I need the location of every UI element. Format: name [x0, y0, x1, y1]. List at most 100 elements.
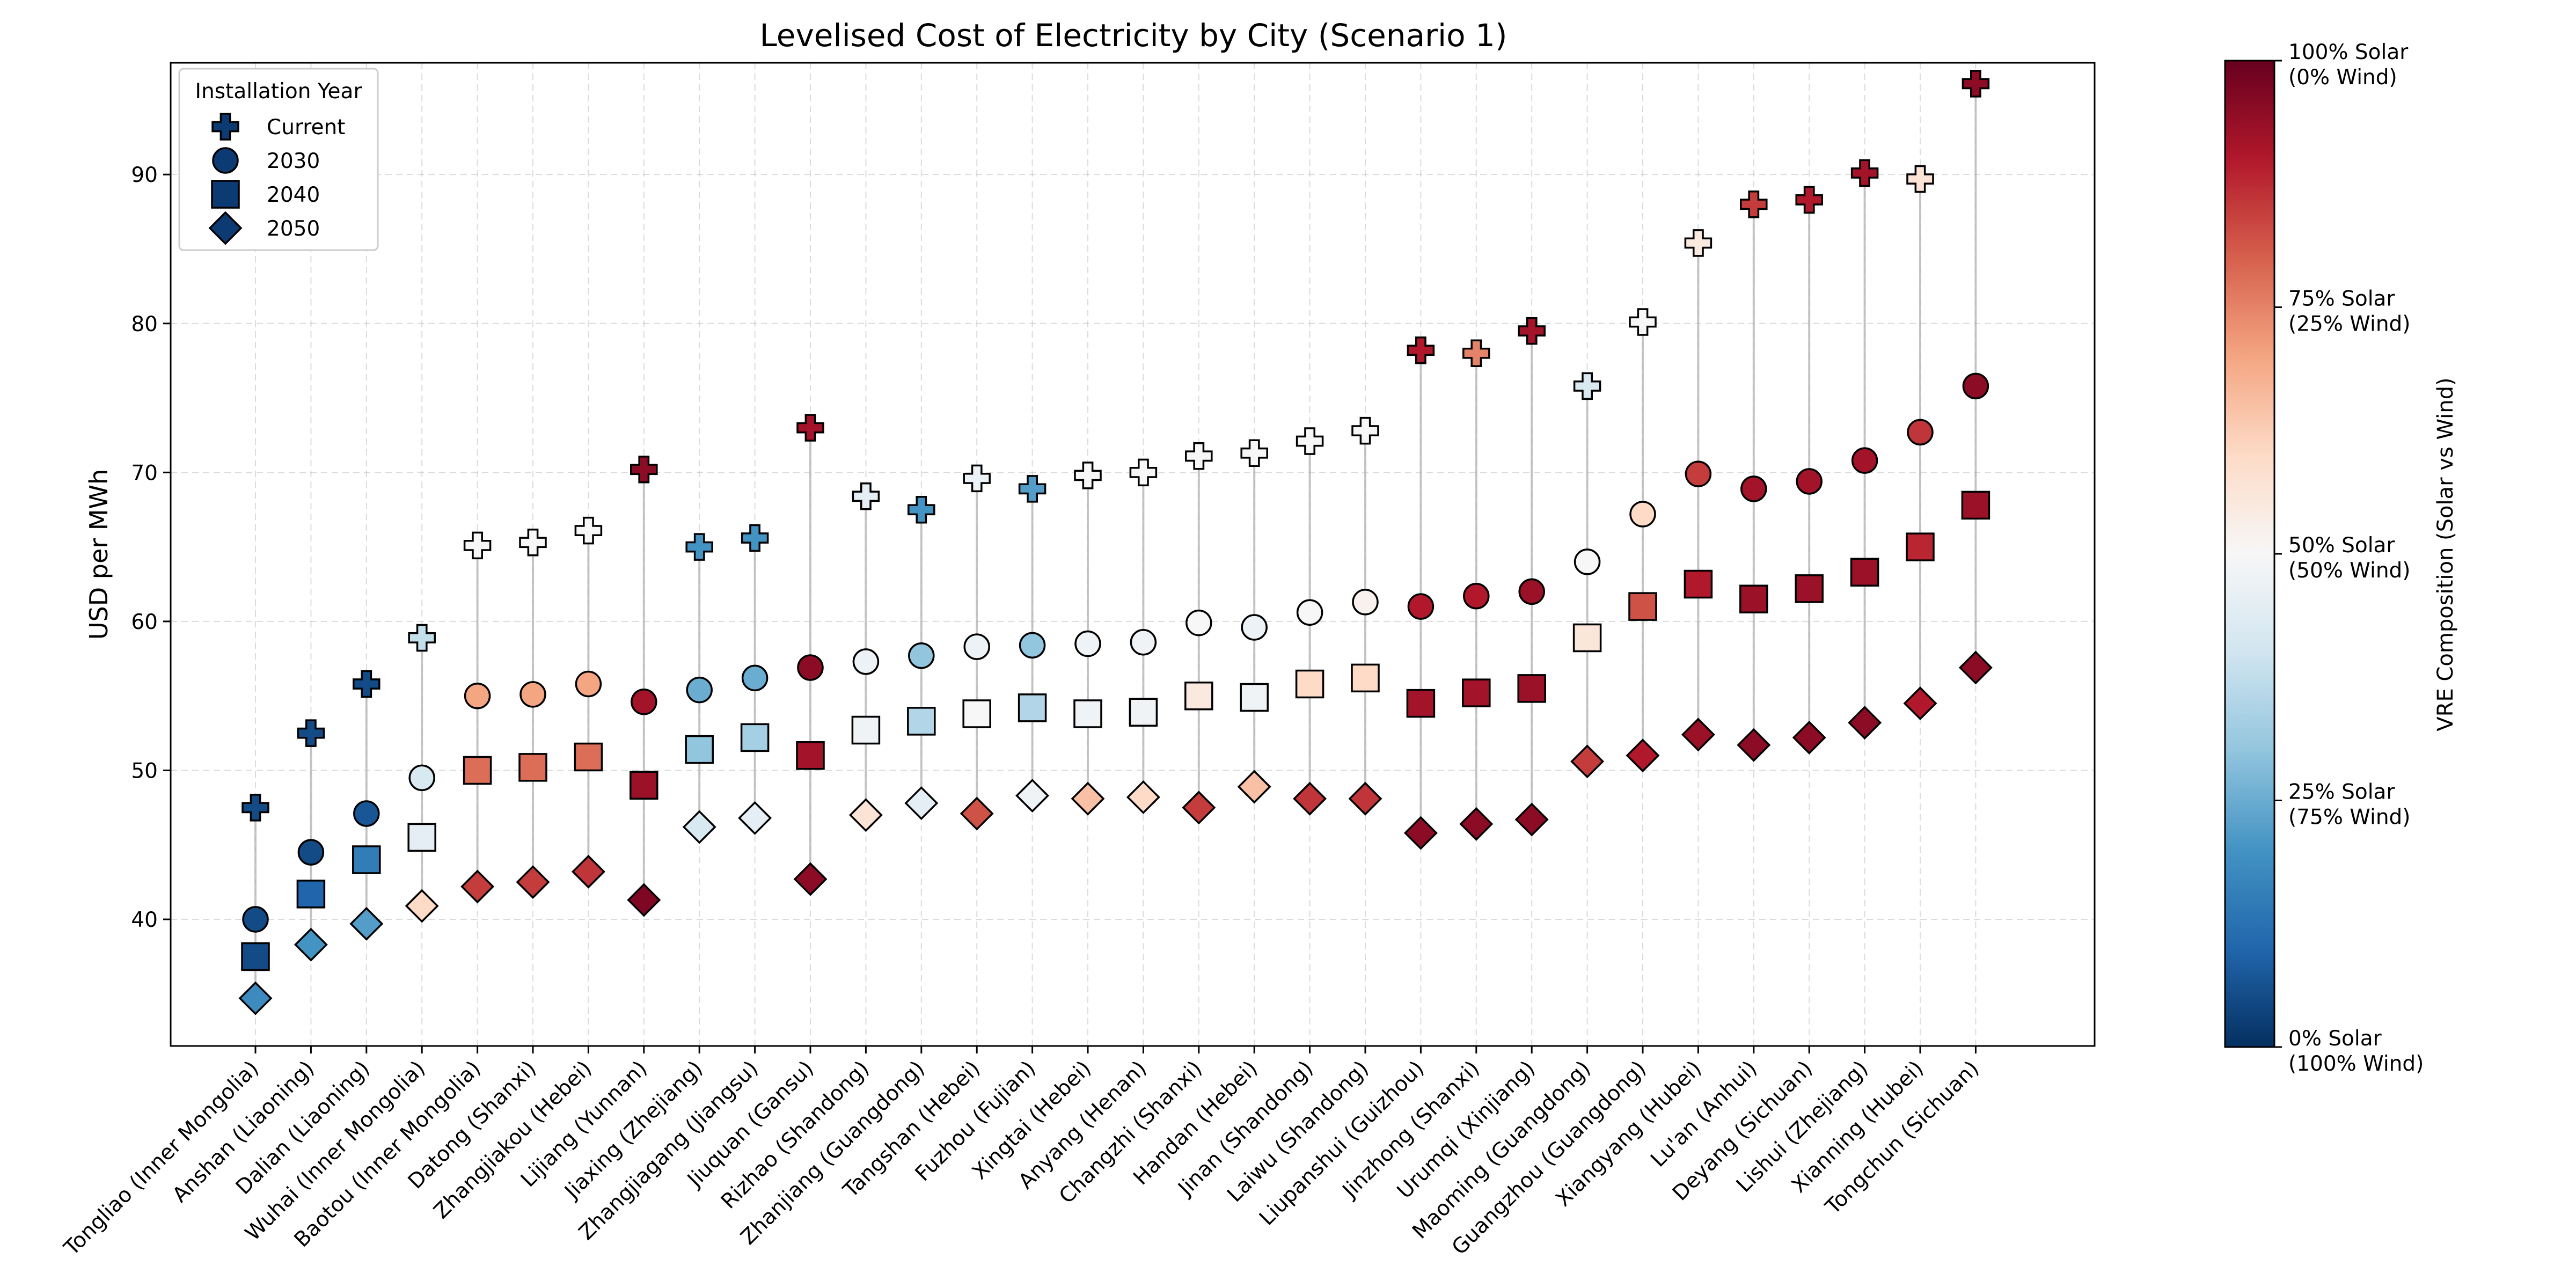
point-2040	[851, 715, 881, 745]
point-2040	[1351, 663, 1380, 693]
point-2030	[631, 689, 657, 715]
legend-2030-marker	[212, 147, 239, 174]
colorbar-tick-sublabel: (0% Wind)	[2288, 65, 2397, 90]
point-2030	[1740, 475, 1767, 502]
point-2050	[1182, 791, 1216, 825]
point-current	[908, 495, 935, 524]
legend-entry-label: Current	[267, 115, 345, 140]
point-2050	[571, 854, 605, 889]
point-2040	[1073, 699, 1102, 728]
colorbar-tick-sublabel: (25% Wind)	[2288, 312, 2411, 336]
point-2030	[1518, 578, 1545, 605]
point-2030	[242, 906, 269, 933]
point-current	[1684, 229, 1713, 257]
point-current	[1629, 308, 1657, 336]
point-2040	[1129, 698, 1158, 727]
point-2040	[1739, 584, 1768, 614]
point-2030	[1962, 372, 1989, 400]
point-2030	[1019, 632, 1046, 659]
point-2050	[1403, 816, 1438, 850]
point-2040	[241, 942, 270, 971]
point-2040	[1406, 689, 1436, 718]
legend-entry-label: 2040	[267, 183, 320, 207]
plot-frame	[170, 62, 2096, 1047]
point-2040	[352, 845, 381, 874]
point-2050	[1348, 781, 1382, 816]
point-2030	[1241, 614, 1268, 641]
point-2030	[408, 764, 435, 792]
point-2050	[848, 798, 883, 832]
colorbar-tick-label: 50% Solar	[2288, 533, 2395, 558]
point-2050	[1237, 770, 1271, 804]
point-2030	[1352, 589, 1379, 616]
legend-2040-marker	[211, 180, 240, 209]
point-current	[1351, 416, 1379, 445]
point-2050	[1958, 650, 1993, 685]
y-tick-label: 60	[131, 610, 158, 634]
point-2030	[1685, 460, 1712, 487]
stem-layer	[254, 83, 1977, 999]
legend-title: Installation Year	[195, 79, 363, 104]
point-2040	[1906, 532, 1935, 561]
point-2050	[1848, 706, 1882, 740]
point-2050	[516, 865, 550, 899]
point-current	[1018, 475, 1046, 503]
colorbar-tick-label: 75% Solar	[2288, 287, 2395, 311]
point-2050	[1126, 780, 1160, 814]
point-current	[1962, 70, 1990, 98]
point-current	[1129, 458, 1158, 487]
point-2040	[1018, 693, 1047, 722]
point-2030	[852, 648, 880, 675]
point-2030	[1074, 630, 1101, 657]
point-2040	[407, 823, 436, 852]
point-2030	[1574, 548, 1601, 575]
y-axis: 40 50 60 70 80 90	[131, 163, 171, 932]
y-tick-label: 90	[131, 163, 158, 187]
point-2050	[349, 906, 384, 941]
point-2040	[1961, 491, 1990, 520]
point-2030	[1296, 599, 1323, 626]
legend-current-marker	[211, 113, 239, 141]
point-2030	[741, 664, 769, 692]
point-2040	[1628, 592, 1657, 621]
point-2050	[682, 810, 716, 844]
point-2050	[738, 801, 772, 835]
point-2030	[1185, 609, 1212, 636]
point-2030	[1629, 501, 1656, 528]
point-current	[1518, 317, 1546, 345]
point-current	[852, 482, 880, 510]
point-2050	[1293, 781, 1327, 816]
y-tick-label: 40	[131, 908, 158, 932]
point-2040	[1684, 569, 1713, 599]
point-2040	[1295, 669, 1324, 699]
point-2050	[238, 981, 273, 1015]
point-current	[1573, 372, 1601, 400]
point-current	[685, 533, 713, 561]
point-2050	[1903, 686, 1937, 721]
point-2030	[797, 654, 824, 681]
point-2040	[1517, 674, 1546, 703]
point-2050	[405, 889, 439, 923]
point-2050	[627, 883, 661, 917]
point-current	[630, 456, 658, 484]
point-2040	[1184, 681, 1213, 711]
colorbar-tick-sublabel: (75% Wind)	[2288, 806, 2411, 830]
y-tick-label: 70	[131, 461, 158, 485]
point-2030	[575, 670, 602, 698]
point-current	[1795, 186, 1823, 214]
point-current	[574, 516, 603, 545]
colorbar-title: VRE Composition (Solar vs Wind)	[2433, 377, 2458, 731]
point-2040	[1462, 678, 1491, 707]
point-2030	[464, 682, 491, 709]
point-2040	[1240, 683, 1269, 712]
point-current	[1850, 159, 1879, 187]
point-2050	[960, 796, 994, 831]
point-2050	[460, 869, 495, 904]
point-current	[353, 670, 380, 698]
point-2040	[574, 742, 603, 772]
point-2030	[519, 681, 546, 708]
point-2040	[796, 741, 825, 770]
point-2050	[294, 927, 328, 962]
point-2040	[296, 880, 326, 909]
y-tick-label: 80	[131, 312, 158, 336]
